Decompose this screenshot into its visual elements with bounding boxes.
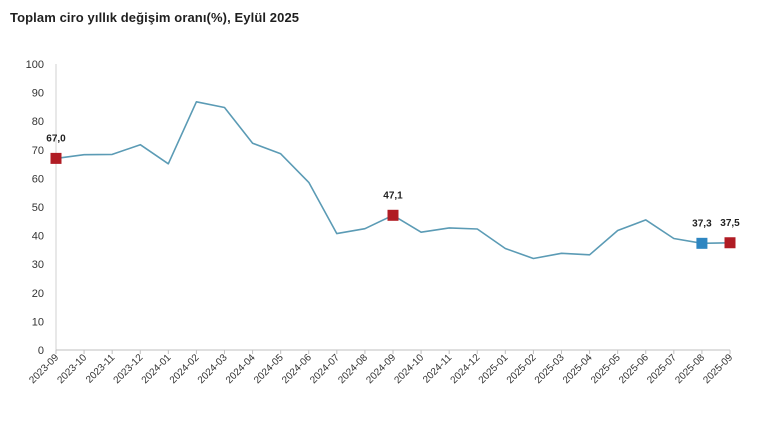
y-tick-label: 0 — [38, 345, 44, 357]
y-tick-label: 10 — [32, 316, 44, 328]
x-tick-label: 2024-03 — [196, 352, 230, 386]
x-tick-label: 2024-07 — [308, 352, 342, 386]
data-label: 47,1 — [383, 190, 403, 201]
x-tick-label: 2024-05 — [252, 352, 286, 386]
x-tick-label: 2023-12 — [112, 352, 146, 386]
x-tick-label: 2025-09 — [701, 352, 735, 386]
x-tick-label: 2025-01 — [477, 352, 511, 386]
x-tick-label: 2025-08 — [673, 352, 707, 386]
y-tick-label: 20 — [32, 288, 44, 300]
y-tick-label: 30 — [32, 259, 44, 271]
data-label: 37,3 — [692, 218, 712, 229]
y-tick-label: 90 — [32, 88, 44, 100]
y-tick-label: 80 — [32, 116, 44, 128]
x-tick-label: 2025-05 — [589, 352, 623, 386]
data-label: 67,0 — [46, 133, 66, 144]
x-tick-label: 2025-06 — [617, 352, 651, 386]
x-tick-label: 2024-10 — [392, 352, 426, 386]
y-tick-label: 60 — [32, 173, 44, 185]
data-label: 37,5 — [720, 218, 740, 229]
chart-title: Toplam ciro yıllık değişim oranı(%), Eyl… — [10, 10, 300, 25]
x-tick-label: 2024-08 — [336, 352, 370, 386]
data-point-marker — [696, 237, 708, 249]
x-tick-label: 2024-12 — [449, 352, 483, 386]
y-tick-label: 50 — [32, 202, 44, 214]
x-tick-label: 2024-09 — [364, 352, 398, 386]
series-line — [55, 101, 731, 260]
x-tick-label: 2023-10 — [55, 352, 89, 386]
y-tick-label: 100 — [26, 59, 44, 71]
x-tick-label: 2025-07 — [645, 352, 679, 386]
x-tick-label: 2024-04 — [224, 352, 258, 386]
y-tick-label: 70 — [32, 145, 44, 157]
x-tick-label: 2024-06 — [280, 352, 314, 386]
x-tick-label: 2025-02 — [505, 352, 539, 386]
x-tick-label: 2025-04 — [561, 352, 595, 386]
x-tick-label: 2025-03 — [533, 352, 567, 386]
data-point-marker — [50, 152, 62, 164]
data-point-marker — [387, 209, 399, 221]
data-point-marker — [724, 237, 736, 249]
x-tick-label: 2024-01 — [140, 352, 174, 386]
x-tick-label: 2023-09 — [27, 352, 61, 386]
y-tick-label: 40 — [32, 231, 44, 243]
x-tick-label: 2024-02 — [168, 352, 202, 386]
